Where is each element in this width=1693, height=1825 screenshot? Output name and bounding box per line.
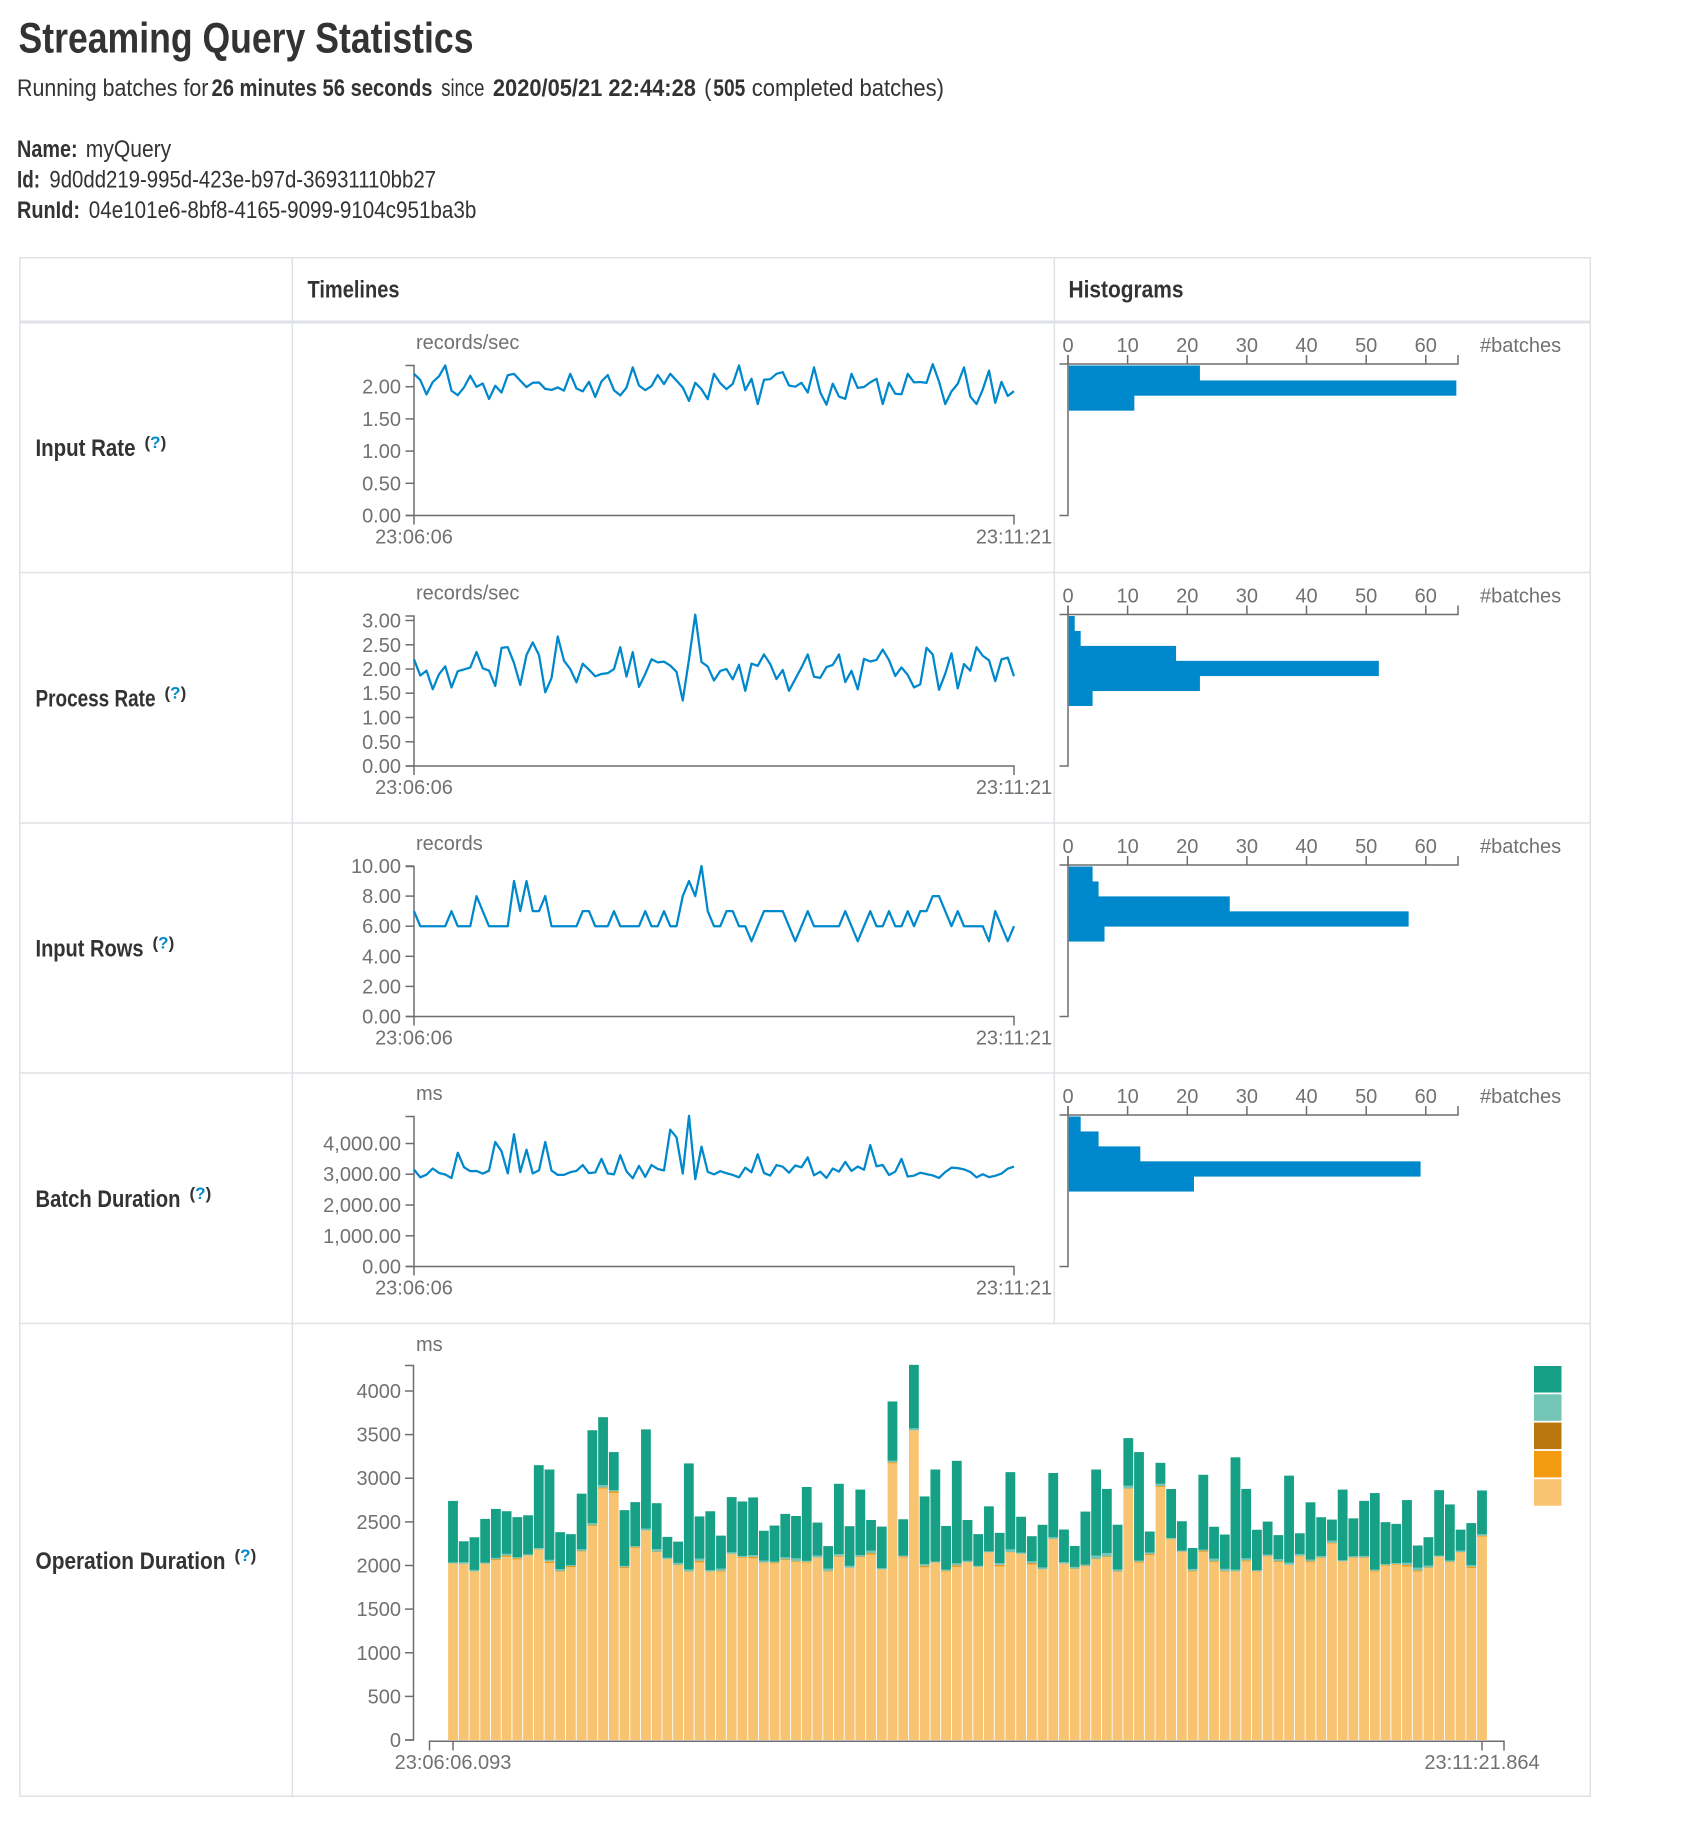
svg-text:30: 30	[1236, 335, 1258, 357]
svg-text:3,000.00: 3,000.00	[323, 1164, 401, 1186]
svg-text:records/sec: records/sec	[416, 583, 519, 605]
svg-text:#batches: #batches	[1480, 836, 1561, 858]
svg-text:2500: 2500	[357, 1512, 402, 1534]
svg-text:3500: 3500	[357, 1425, 402, 1447]
svg-text:60: 60	[1415, 335, 1437, 357]
svg-text:23:06:06: 23:06:06	[375, 1278, 453, 1300]
svg-text:6.00: 6.00	[362, 916, 401, 938]
svg-text:20: 20	[1176, 335, 1198, 357]
svg-text:2.00: 2.00	[362, 976, 401, 998]
svg-text:2000: 2000	[357, 1556, 402, 1578]
svg-text:ms: ms	[416, 1334, 443, 1356]
svg-text:1.50: 1.50	[362, 683, 401, 705]
svg-text:30: 30	[1236, 836, 1258, 858]
svg-text:Input Rows: Input Rows	[36, 936, 144, 963]
svg-text:1.00: 1.00	[362, 708, 401, 730]
svg-text:ms: ms	[416, 1083, 443, 1105]
svg-text:40: 40	[1295, 586, 1317, 608]
svg-text:(?): (?)	[153, 934, 175, 953]
svg-text:10: 10	[1116, 1086, 1138, 1108]
svg-text:20: 20	[1176, 586, 1198, 608]
svg-text:#batches: #batches	[1480, 586, 1561, 608]
svg-text:3000: 3000	[357, 1468, 402, 1490]
svg-text:RunId:04e101e6-8bf8-4165-9099-: RunId:04e101e6-8bf8-4165-9099-9104c951ba…	[17, 197, 476, 224]
svg-text:4,000.00: 4,000.00	[323, 1134, 401, 1156]
svg-text:Timelines: Timelines	[308, 277, 400, 304]
svg-text:50: 50	[1355, 586, 1377, 608]
svg-text:Streaming Query Statistics: Streaming Query Statistics	[19, 14, 474, 62]
svg-text:0: 0	[1062, 1086, 1073, 1108]
svg-text:23:11:21: 23:11:21	[976, 777, 1052, 799]
svg-text:0.00: 0.00	[362, 506, 401, 528]
svg-text:Histograms: Histograms	[1069, 277, 1184, 304]
svg-text:0: 0	[1062, 586, 1073, 608]
svg-text:#batches: #batches	[1480, 335, 1561, 357]
svg-text:Batch Duration: Batch Duration	[36, 1186, 181, 1213]
svg-text:23:06:06.093: 23:06:06.093	[395, 1752, 512, 1774]
svg-text:Process Rate: Process Rate	[36, 685, 156, 712]
svg-text:0: 0	[1062, 836, 1073, 858]
svg-text:40: 40	[1295, 1086, 1317, 1108]
svg-text:10: 10	[1116, 335, 1138, 357]
svg-text:50: 50	[1355, 1086, 1377, 1108]
svg-text:23:06:06: 23:06:06	[375, 1028, 453, 1050]
svg-text:0.00: 0.00	[362, 1257, 401, 1279]
svg-text:1.50: 1.50	[362, 409, 401, 431]
svg-text:(?): (?)	[165, 683, 187, 702]
svg-text:10: 10	[1116, 836, 1138, 858]
svg-text:1000: 1000	[357, 1643, 402, 1665]
svg-text:1500: 1500	[357, 1599, 402, 1621]
svg-text:30: 30	[1236, 1086, 1258, 1108]
svg-text:23:11:21: 23:11:21	[976, 1278, 1052, 1300]
svg-text:0.50: 0.50	[362, 473, 401, 495]
svg-text:20: 20	[1176, 1086, 1198, 1108]
svg-text:10.00: 10.00	[351, 856, 401, 878]
svg-text:0: 0	[390, 1730, 401, 1752]
svg-text:2.00: 2.00	[362, 377, 401, 399]
svg-text:60: 60	[1415, 586, 1437, 608]
svg-text:3.00: 3.00	[362, 611, 401, 633]
svg-text:40: 40	[1295, 335, 1317, 357]
svg-text:20: 20	[1176, 836, 1198, 858]
svg-text:0.50: 0.50	[362, 732, 401, 754]
svg-text:4.00: 4.00	[362, 946, 401, 968]
svg-text:10: 10	[1116, 586, 1138, 608]
svg-text:0.00: 0.00	[362, 1007, 401, 1029]
svg-text:23:06:06: 23:06:06	[375, 527, 453, 549]
svg-text:Name:myQuery: Name:myQuery	[17, 136, 171, 163]
svg-text:23:11:21: 23:11:21	[976, 1028, 1052, 1050]
svg-text:0.00: 0.00	[362, 756, 401, 778]
svg-text:8.00: 8.00	[362, 886, 401, 908]
svg-text:2.00: 2.00	[362, 659, 401, 681]
svg-text:50: 50	[1355, 335, 1377, 357]
svg-text:23:11:21.864: 23:11:21.864	[1424, 1752, 1539, 1774]
svg-text:#batches: #batches	[1480, 1086, 1561, 1108]
svg-text:60: 60	[1415, 1086, 1437, 1108]
svg-text:1,000.00: 1,000.00	[323, 1226, 401, 1248]
svg-text:Id:9d0dd219-995d-423e-b97d-369: Id:9d0dd219-995d-423e-b97d-36931110bb27	[17, 167, 436, 194]
svg-text:4000: 4000	[357, 1381, 402, 1403]
svg-text:50: 50	[1355, 836, 1377, 858]
svg-text:1.00: 1.00	[362, 441, 401, 463]
svg-text:(?): (?)	[190, 1184, 212, 1203]
svg-text:40: 40	[1295, 836, 1317, 858]
svg-text:2.50: 2.50	[362, 635, 401, 657]
svg-text:0: 0	[1062, 335, 1073, 357]
svg-text:records: records	[416, 833, 483, 855]
svg-text:records/sec: records/sec	[416, 332, 519, 354]
svg-text:60: 60	[1415, 836, 1437, 858]
svg-text:Operation Duration: Operation Duration	[36, 1548, 226, 1575]
svg-text:(?): (?)	[235, 1546, 257, 1565]
svg-text:2,000.00: 2,000.00	[323, 1195, 401, 1217]
svg-text:Input Rate: Input Rate	[36, 435, 136, 462]
svg-text:23:06:06: 23:06:06	[375, 777, 453, 799]
svg-text:23:11:21: 23:11:21	[976, 527, 1052, 549]
svg-text:500: 500	[368, 1686, 401, 1708]
svg-text:(?): (?)	[145, 433, 167, 452]
svg-text:30: 30	[1236, 586, 1258, 608]
